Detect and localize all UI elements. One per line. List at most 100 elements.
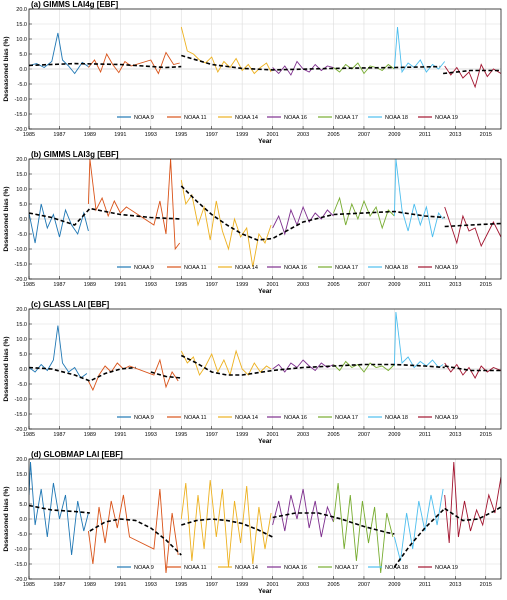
y-tick-label: -10.0 bbox=[14, 547, 27, 553]
x-tick-label: 2013 bbox=[449, 432, 461, 438]
axes-frame bbox=[28, 308, 502, 430]
x-tick-label: 2005 bbox=[327, 582, 339, 588]
series-line-noaa-17 bbox=[333, 360, 395, 373]
legend-label: NOAA 11 bbox=[184, 565, 207, 571]
trend-line bbox=[29, 504, 90, 514]
panel-4: (d) GLOBMAP LAI [EBF] 20.0 15.0 10.0 5.0 0.0 -… bbox=[3, 450, 502, 595]
x-tick-label: 2009 bbox=[388, 432, 400, 438]
series-line-noaa-18 bbox=[393, 488, 444, 562]
series-group bbox=[29, 311, 501, 392]
x-tick-label: 2015 bbox=[480, 582, 492, 588]
trend-line bbox=[393, 507, 446, 568]
series-line-noaa-9 bbox=[29, 325, 88, 379]
x-axis-label: Year bbox=[258, 138, 272, 145]
x-tick-label: 2015 bbox=[480, 282, 492, 288]
x-tick-label: 1997 bbox=[206, 432, 218, 438]
x-tick-label: 1985 bbox=[23, 282, 35, 288]
series-line-noaa-14 bbox=[180, 349, 272, 377]
trend-line bbox=[29, 366, 136, 382]
legend-label: NOAA 14 bbox=[235, 265, 258, 271]
x-tick-label: 2001 bbox=[266, 582, 278, 588]
x-tick-label: 1995 bbox=[175, 582, 187, 588]
trend-line bbox=[29, 207, 182, 226]
y-tick-label: 0.0 bbox=[19, 367, 27, 373]
y-tick-label: -5.0 bbox=[18, 382, 27, 388]
panel-title: (b) GIMMS LAI3g [EBF] bbox=[31, 150, 119, 159]
y-tick-label: -20.0 bbox=[14, 127, 27, 133]
legend-label: NOAA 9 bbox=[134, 115, 154, 121]
x-tick-label: 1985 bbox=[23, 132, 35, 138]
x-tick-label: 1993 bbox=[145, 282, 157, 288]
y-tick-label: -5.0 bbox=[18, 82, 27, 88]
series-line-noaa-9 bbox=[29, 32, 89, 75]
legend-label: NOAA 14 bbox=[235, 415, 258, 421]
legend-label: NOAA 11 bbox=[184, 415, 207, 421]
x-tick-label: 2011 bbox=[419, 282, 431, 288]
series-line-noaa-16 bbox=[272, 488, 334, 538]
x-tick-label: 2003 bbox=[297, 582, 309, 588]
y-tick-label: -20.0 bbox=[14, 577, 27, 583]
y-tick-label: -10.0 bbox=[14, 97, 27, 103]
panel-title: (d) GLOBMAP LAI [EBF] bbox=[31, 450, 123, 459]
y-tick-label: -15.0 bbox=[14, 262, 27, 268]
x-tick-label: 2009 bbox=[388, 282, 400, 288]
series-line-noaa-11 bbox=[88, 51, 180, 75]
x-tick-label: 1993 bbox=[145, 432, 157, 438]
trend-line bbox=[89, 518, 182, 556]
series-line-noaa-11 bbox=[87, 488, 179, 574]
x-tick-label: 2007 bbox=[358, 132, 370, 138]
y-tick-label: 5.0 bbox=[19, 202, 27, 208]
y-tick-label: 5.0 bbox=[19, 502, 27, 508]
x-tick-label: 1985 bbox=[23, 582, 35, 588]
y-tick-label: -5.0 bbox=[18, 532, 27, 538]
trend-line bbox=[29, 62, 182, 69]
y-tick-label: 20.0 bbox=[16, 457, 27, 463]
legend-label: NOAA 17 bbox=[335, 265, 358, 271]
trend-line bbox=[150, 371, 182, 379]
panel-title: (a) GIMMS LAI4g [EBF] bbox=[31, 0, 118, 9]
legend-label: NOAA 11 bbox=[184, 115, 207, 121]
y-tick-label: 20.0 bbox=[16, 7, 27, 13]
x-tick-label: 1997 bbox=[206, 282, 218, 288]
x-tick-label: 1991 bbox=[114, 282, 126, 288]
panel-title: (c) GLASS LAI [EBF] bbox=[31, 300, 110, 309]
trend-line bbox=[180, 354, 445, 376]
x-tick-label: 1999 bbox=[236, 582, 248, 588]
x-tick-label: 1999 bbox=[236, 132, 248, 138]
series-line-noaa-14 bbox=[180, 179, 272, 268]
x-tick-label: 1987 bbox=[53, 432, 65, 438]
legend-label: NOAA 17 bbox=[335, 565, 358, 571]
y-tick-label: -15.0 bbox=[14, 112, 27, 118]
legend-label: NOAA 17 bbox=[335, 415, 358, 421]
trend-line bbox=[272, 512, 395, 535]
x-axis-label: Year bbox=[258, 588, 272, 595]
panel-2: (b) GIMMS LAI3g [EBF] 20.0 15.0 10.0 5.0 0.0 -… bbox=[3, 150, 502, 295]
x-tick-label: 2005 bbox=[327, 432, 339, 438]
y-axis-label: Deseasoned bias (%) bbox=[3, 336, 10, 401]
legend-label: NOAA 16 bbox=[284, 565, 307, 571]
y-tick-label: -15.0 bbox=[14, 412, 27, 418]
x-tick-label: 2013 bbox=[449, 132, 461, 138]
series-group bbox=[29, 461, 501, 574]
y-tick-label: 5.0 bbox=[19, 352, 27, 358]
x-tick-label: 2015 bbox=[480, 132, 492, 138]
x-tick-label: 2001 bbox=[266, 282, 278, 288]
x-tick-label: 2011 bbox=[419, 432, 431, 438]
y-axis-label: Deseasoned bias (%) bbox=[3, 486, 10, 551]
x-tick-label: 1987 bbox=[53, 282, 65, 288]
x-tick-label: 2007 bbox=[358, 582, 370, 588]
y-tick-label: 20.0 bbox=[16, 307, 27, 313]
panel-3: (c) GLASS LAI [EBF] 20.0 15.0 10.0 5.0 0.0 -5.… bbox=[3, 300, 502, 445]
legend-label: NOAA 18 bbox=[385, 565, 408, 571]
x-tick-label: 1997 bbox=[206, 132, 218, 138]
x-tick-label: 1991 bbox=[114, 582, 126, 588]
legend-label: NOAA 16 bbox=[284, 265, 307, 271]
x-axis-label: Year bbox=[258, 288, 272, 295]
x-tick-label: 1995 bbox=[175, 432, 187, 438]
x-tick-label: 2009 bbox=[388, 132, 400, 138]
trend-line bbox=[181, 518, 273, 538]
y-tick-label: 5.0 bbox=[19, 52, 27, 58]
y-tick-label: 15.0 bbox=[16, 22, 27, 28]
legend-label: NOAA 9 bbox=[134, 265, 154, 271]
